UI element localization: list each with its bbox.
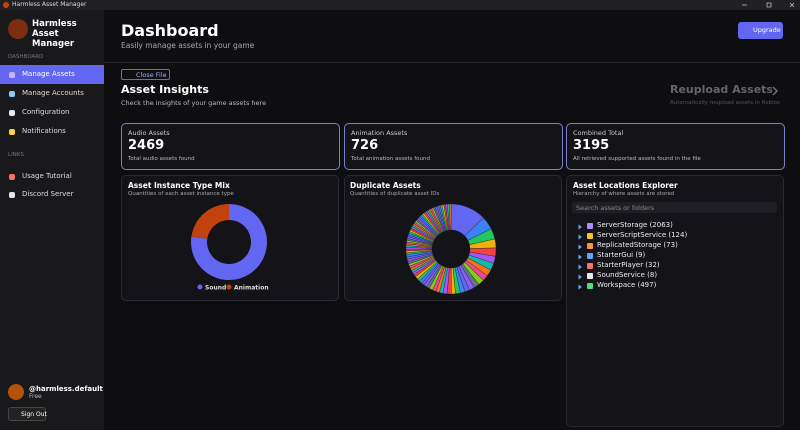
sidebar: Harmless Asset Manager DASHBOARD LINKS @… [0,10,104,430]
tree-item[interactable]: SoundService (8) [597,271,658,279]
page-title: Dashboard [121,21,219,40]
user-name: @harmless.default [29,385,103,393]
explorer-card [566,175,784,427]
nav-icon [9,90,15,97]
nav-icon [9,173,15,180]
stat-caption: All retrieved supported assets found in … [573,156,701,162]
app-name: Harmless Asset Manager [32,19,77,49]
expand-arrow[interactable] [578,234,583,240]
stat-label: Combined Total [573,129,624,137]
stat-value: 3195 [573,138,610,153]
legend-label: Animation [234,285,269,292]
stat-value: 726 [351,138,379,153]
tree-item[interactable]: ReplicatedStorage (73) [597,241,678,249]
expand-arrow[interactable] [578,284,583,290]
expand-arrow[interactable] [578,254,583,260]
stat-card: Combined Total 3195 All retrieved supporte… [566,123,785,170]
tree-item[interactable]: StarterPlayer (32) [597,261,660,269]
chart-subtitle: Quantities of each asset instance type [128,191,234,197]
window-controls[interactable] [730,0,800,10]
close-file-label[interactable]: Close File [136,71,167,79]
chart-title: Duplicate Assets [350,181,421,190]
nav-icon [9,109,15,116]
stat-caption: Total animation assets found [351,156,431,162]
stat-card: Audio Assets 2469 Total audio assets found [121,123,340,170]
nav-icon [9,191,15,198]
tree-item[interactable]: ServerScriptService (124) [597,231,688,239]
upgrade-label[interactable]: Upgrade [753,26,781,34]
upgrade-button[interactable]: Upgrade [738,22,783,39]
section-title: Asset Insights [121,83,209,96]
reupload-subtitle: Automatically reupload assets in Roblox [670,100,781,106]
folder-icon [587,253,593,259]
stat-card: Animation Assets 726 Total animation asset… [344,123,563,170]
nav-item[interactable]: Notifications [22,127,66,135]
stat-value: 2469 [128,138,165,153]
legend-swatch [197,284,203,290]
stat-label: Animation Assets [351,129,408,137]
section-subtitle: Check the insights of your game assets h… [121,99,267,107]
folder-icon [587,233,593,239]
sign-out-button[interactable]: Sign Out [8,407,47,421]
folder-icon [587,223,593,229]
folder-icon [587,243,593,249]
pie-slice [191,204,229,239]
page-subtitle: Easily manage assets in your game [121,41,255,50]
window-title: Harmless Asset Manager [12,1,87,8]
title-bar: Harmless Asset Manager [0,0,800,10]
chevron [772,86,778,96]
pie-slice [449,203,452,231]
nav-item[interactable]: Configuration [22,108,70,116]
section-heading: LINKS [8,152,24,158]
pie-slice [191,204,268,281]
active-nav [0,65,104,84]
tree-item[interactable]: StarterGui (9) [597,251,646,259]
logo [8,19,28,39]
nav-icon [9,128,15,135]
nav-item[interactable]: Manage Assets [22,70,75,78]
avatar [8,384,24,400]
tree-item[interactable]: ServerStorage (2063) [597,221,673,229]
legend-swatch [226,284,232,290]
nav-item[interactable]: Manage Accounts [22,89,84,97]
expand-arrow[interactable] [578,244,583,250]
search-placeholder[interactable]: Search assets or folders [576,204,655,212]
legend-label: Sound [205,285,226,292]
tree-item[interactable]: Workspace (497) [597,281,657,289]
folder-icon [587,273,593,279]
search-box[interactable]: Search assets or folders [572,202,777,213]
chart-subtitle: Quantities of duplicate asset IDs [350,191,440,197]
explorer-title: Asset Locations Explorer [573,181,678,190]
expand-arrow[interactable] [578,274,583,280]
nav-item[interactable]: Usage Tutorial [22,172,72,180]
folder-icon [587,283,593,289]
expand-arrow[interactable] [578,264,583,270]
stat-label: Audio Assets [128,129,170,137]
nav-item[interactable]: Discord Server [22,190,74,198]
chart-title: Asset Instance Type Mix [128,181,230,190]
reupload-title[interactable]: Reupload Assets [670,83,773,96]
sign-out-label[interactable]: Sign Out [21,411,47,418]
chart-card [121,175,339,301]
folder-icon [587,263,593,269]
divider [104,62,800,63]
user-plan: Free [29,393,42,400]
close-file-button[interactable]: Close File [121,69,170,80]
explorer-subtitle: Hierarchy of where assets are stored [573,191,675,197]
nav-icon [9,71,15,78]
app-icon [3,2,9,8]
section-heading: DASHBOARD [8,54,44,60]
expand-arrow[interactable] [578,224,583,230]
stat-caption: Total audio assets found [128,156,195,162]
